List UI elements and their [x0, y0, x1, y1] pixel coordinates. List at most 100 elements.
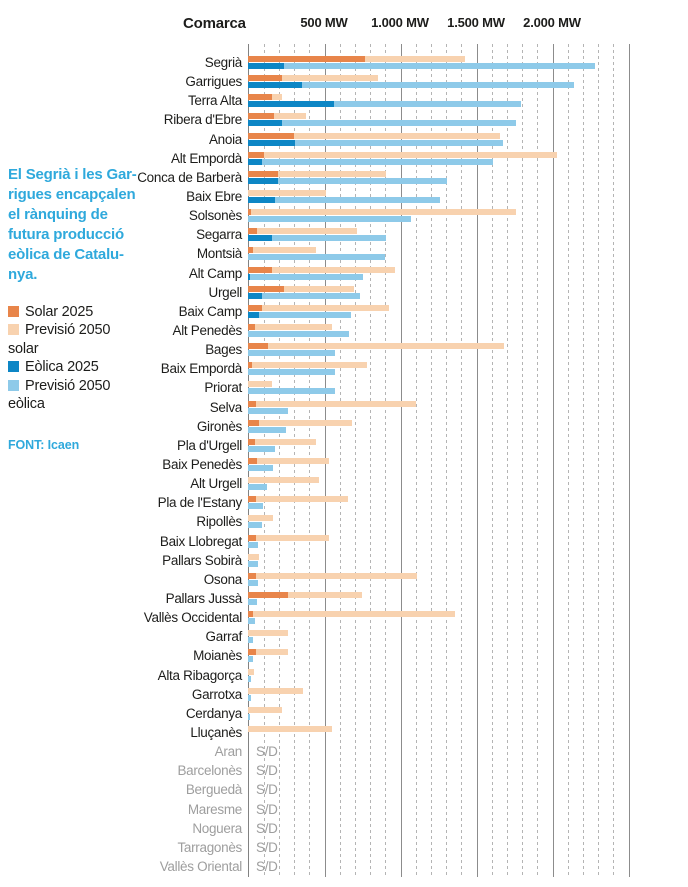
eolica-2025-bar — [248, 101, 334, 108]
chart-row: Moianès — [0, 646, 688, 665]
gridline-minor — [370, 44, 372, 877]
eolica-bar-group — [248, 388, 335, 395]
chart-row: Montsià — [0, 244, 688, 263]
solar-2025-bar — [248, 438, 255, 445]
comarca-column-header: Comarca — [183, 15, 246, 32]
solar-2025-bar — [248, 94, 272, 101]
eolica-2050-bar — [248, 694, 252, 701]
eolica-2050-bar — [248, 599, 258, 605]
eolica-2050-bar — [248, 541, 258, 548]
solar-2050-bar — [248, 228, 358, 235]
intro-line: futura producció — [8, 226, 124, 243]
row-bars — [248, 94, 521, 108]
row-label: Garraf — [205, 629, 243, 645]
row-label: Alt Penedès — [172, 323, 243, 339]
row-bars — [248, 706, 283, 720]
eolica-bar-group — [248, 350, 504, 357]
chart-row: Pla d'Urgell — [0, 436, 688, 455]
no-data-value: S/D — [256, 763, 278, 779]
row-label: Alt Camp — [188, 265, 242, 281]
chart-row-no-data: Noguera S/D — [0, 819, 688, 838]
row-label: Pla d'Urgell — [176, 437, 242, 453]
eolica-bar-group — [248, 465, 329, 472]
solar-2025-bar — [248, 304, 262, 311]
solar-bar-group — [248, 553, 259, 560]
eolica-bar-group — [248, 484, 319, 491]
row-bars — [248, 458, 329, 472]
solar-2025-bar — [248, 209, 252, 216]
no-data-value: S/D — [256, 744, 278, 760]
chart-row-no-data: Tarragonès S/D — [0, 838, 688, 857]
eolica-bar-group — [248, 733, 332, 739]
intro-line: rigues encapçalen — [8, 186, 136, 203]
eolica-bar-group — [248, 331, 350, 338]
solar-2025-bar — [248, 592, 288, 598]
solar-2050-bar — [248, 572, 418, 579]
chart-row: Alt Urgell — [0, 474, 688, 493]
solar-2050-bar — [248, 649, 289, 656]
eolica-2050-bar — [248, 579, 258, 586]
chart-row: Garraf — [0, 627, 688, 646]
chart-legend: Solar 2025 Previsió 2050 solar Eòlica 2025 P… — [8, 303, 168, 413]
row-bars — [248, 534, 329, 548]
solar-bar-group — [248, 725, 332, 732]
row-bars — [248, 190, 441, 204]
row-label: Baix Empordà — [160, 361, 243, 377]
row-label: Lluçanès — [190, 724, 242, 740]
row-bars — [248, 630, 289, 644]
legend-swatch-icon — [8, 379, 19, 391]
solar-bar-group — [248, 209, 517, 216]
row-bars — [248, 285, 361, 299]
chart-row-no-data: Aran S/D — [0, 742, 688, 761]
solar-2050-bar — [248, 668, 255, 675]
chart-row: Baix Empordà — [0, 359, 688, 378]
solar-2025-bar — [248, 534, 257, 541]
solar-2025-bar — [248, 496, 257, 503]
eolica-2050-bar — [248, 618, 255, 625]
row-bars — [248, 477, 319, 491]
solar-bar-group — [248, 400, 416, 407]
eolica-bar-group — [248, 675, 254, 682]
solar-2050-bar — [248, 630, 289, 637]
row-label: Conca de Barberà — [137, 169, 242, 185]
row-label: Berguedà — [185, 782, 242, 798]
gridline-minor — [613, 44, 615, 877]
solar-2025-bar — [248, 285, 285, 292]
eolica-2025-bar — [248, 292, 262, 299]
solar-bar-group — [248, 668, 255, 675]
solar-2025-bar — [248, 151, 264, 158]
chart-row: Garrigues — [0, 72, 688, 91]
eolica-2050-bar — [248, 311, 352, 318]
eolica-bar-group — [248, 235, 387, 242]
solar-2025-bar — [248, 75, 283, 82]
solar-2025-bar — [248, 324, 255, 331]
gridline-minor — [339, 44, 341, 877]
eolica-bar-group — [248, 522, 273, 529]
solar-2050-bar — [248, 419, 353, 426]
chart-row: Bages — [0, 340, 688, 359]
eolica-2050-bar — [248, 656, 254, 663]
eolica-bar-group — [248, 63, 595, 70]
solar-2025-bar — [248, 132, 295, 139]
solar-bar-group — [248, 304, 389, 311]
solar-bar-group — [248, 324, 349, 331]
eolica-2050-bar — [248, 484, 267, 491]
solar-2050-bar — [248, 706, 283, 713]
solar-2025-bar — [248, 458, 258, 465]
no-data-value: S/D — [256, 820, 278, 836]
row-bars — [248, 170, 448, 184]
eolica-2050-bar — [248, 503, 264, 510]
row-label: Vallès Oriental — [159, 858, 243, 874]
eolica-2050-bar — [248, 254, 385, 261]
row-bars — [248, 592, 362, 605]
solar-bar-group — [248, 190, 440, 197]
row-bars — [248, 266, 395, 280]
solar-2050-bar — [248, 343, 505, 350]
solar-2025-bar — [248, 572, 257, 579]
row-label: Urgell — [208, 284, 243, 300]
solar-2025-bar — [248, 343, 268, 350]
chart-row: Baix Llobregat — [0, 532, 688, 551]
chart-row-no-data: Berguedà S/D — [0, 780, 688, 799]
eolica-bar-group — [248, 177, 448, 184]
